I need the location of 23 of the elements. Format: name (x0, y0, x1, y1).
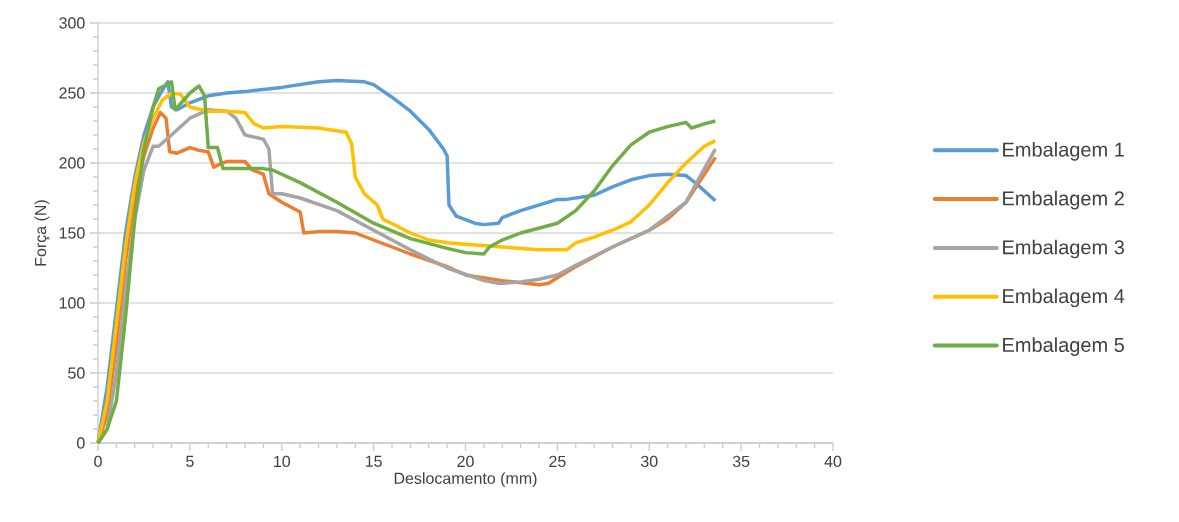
x-tick-label: 15 (365, 455, 382, 467)
legend-label: Embalagem 5 (1003, 337, 1125, 356)
x-tick-label: 10 (274, 455, 291, 468)
y-tick-label: 0 (77, 437, 85, 449)
x-tick-label: 30 (640, 455, 658, 468)
legend-label: Embalagem 4 (1003, 288, 1125, 308)
x-tick-label: 0 (94, 455, 102, 468)
y-tick-label: 50 (68, 367, 85, 379)
x-tick-label: 5 (186, 455, 194, 467)
legend-label: Embalagem 3 (1003, 239, 1124, 259)
y-tick-label: 150 (59, 227, 85, 239)
x-tick-label: 35 (732, 455, 750, 468)
y-tick-label: 200 (59, 157, 85, 169)
x-tick-label: 20 (457, 455, 474, 468)
y-tick-label: 250 (59, 87, 85, 99)
legend-label: Embalagem 1 (1003, 142, 1124, 161)
legend-label: Embalagem 2 (1003, 190, 1124, 210)
y-tick-label: 300 (59, 17, 85, 29)
x-tick-label: 25 (549, 455, 566, 468)
x-axis-title: Deslocamento (mm) (394, 472, 537, 488)
x-tick-label: 40 (824, 455, 842, 468)
y-tick-label: 100 (59, 297, 85, 309)
y-axis-title: Força (N) (34, 200, 50, 266)
